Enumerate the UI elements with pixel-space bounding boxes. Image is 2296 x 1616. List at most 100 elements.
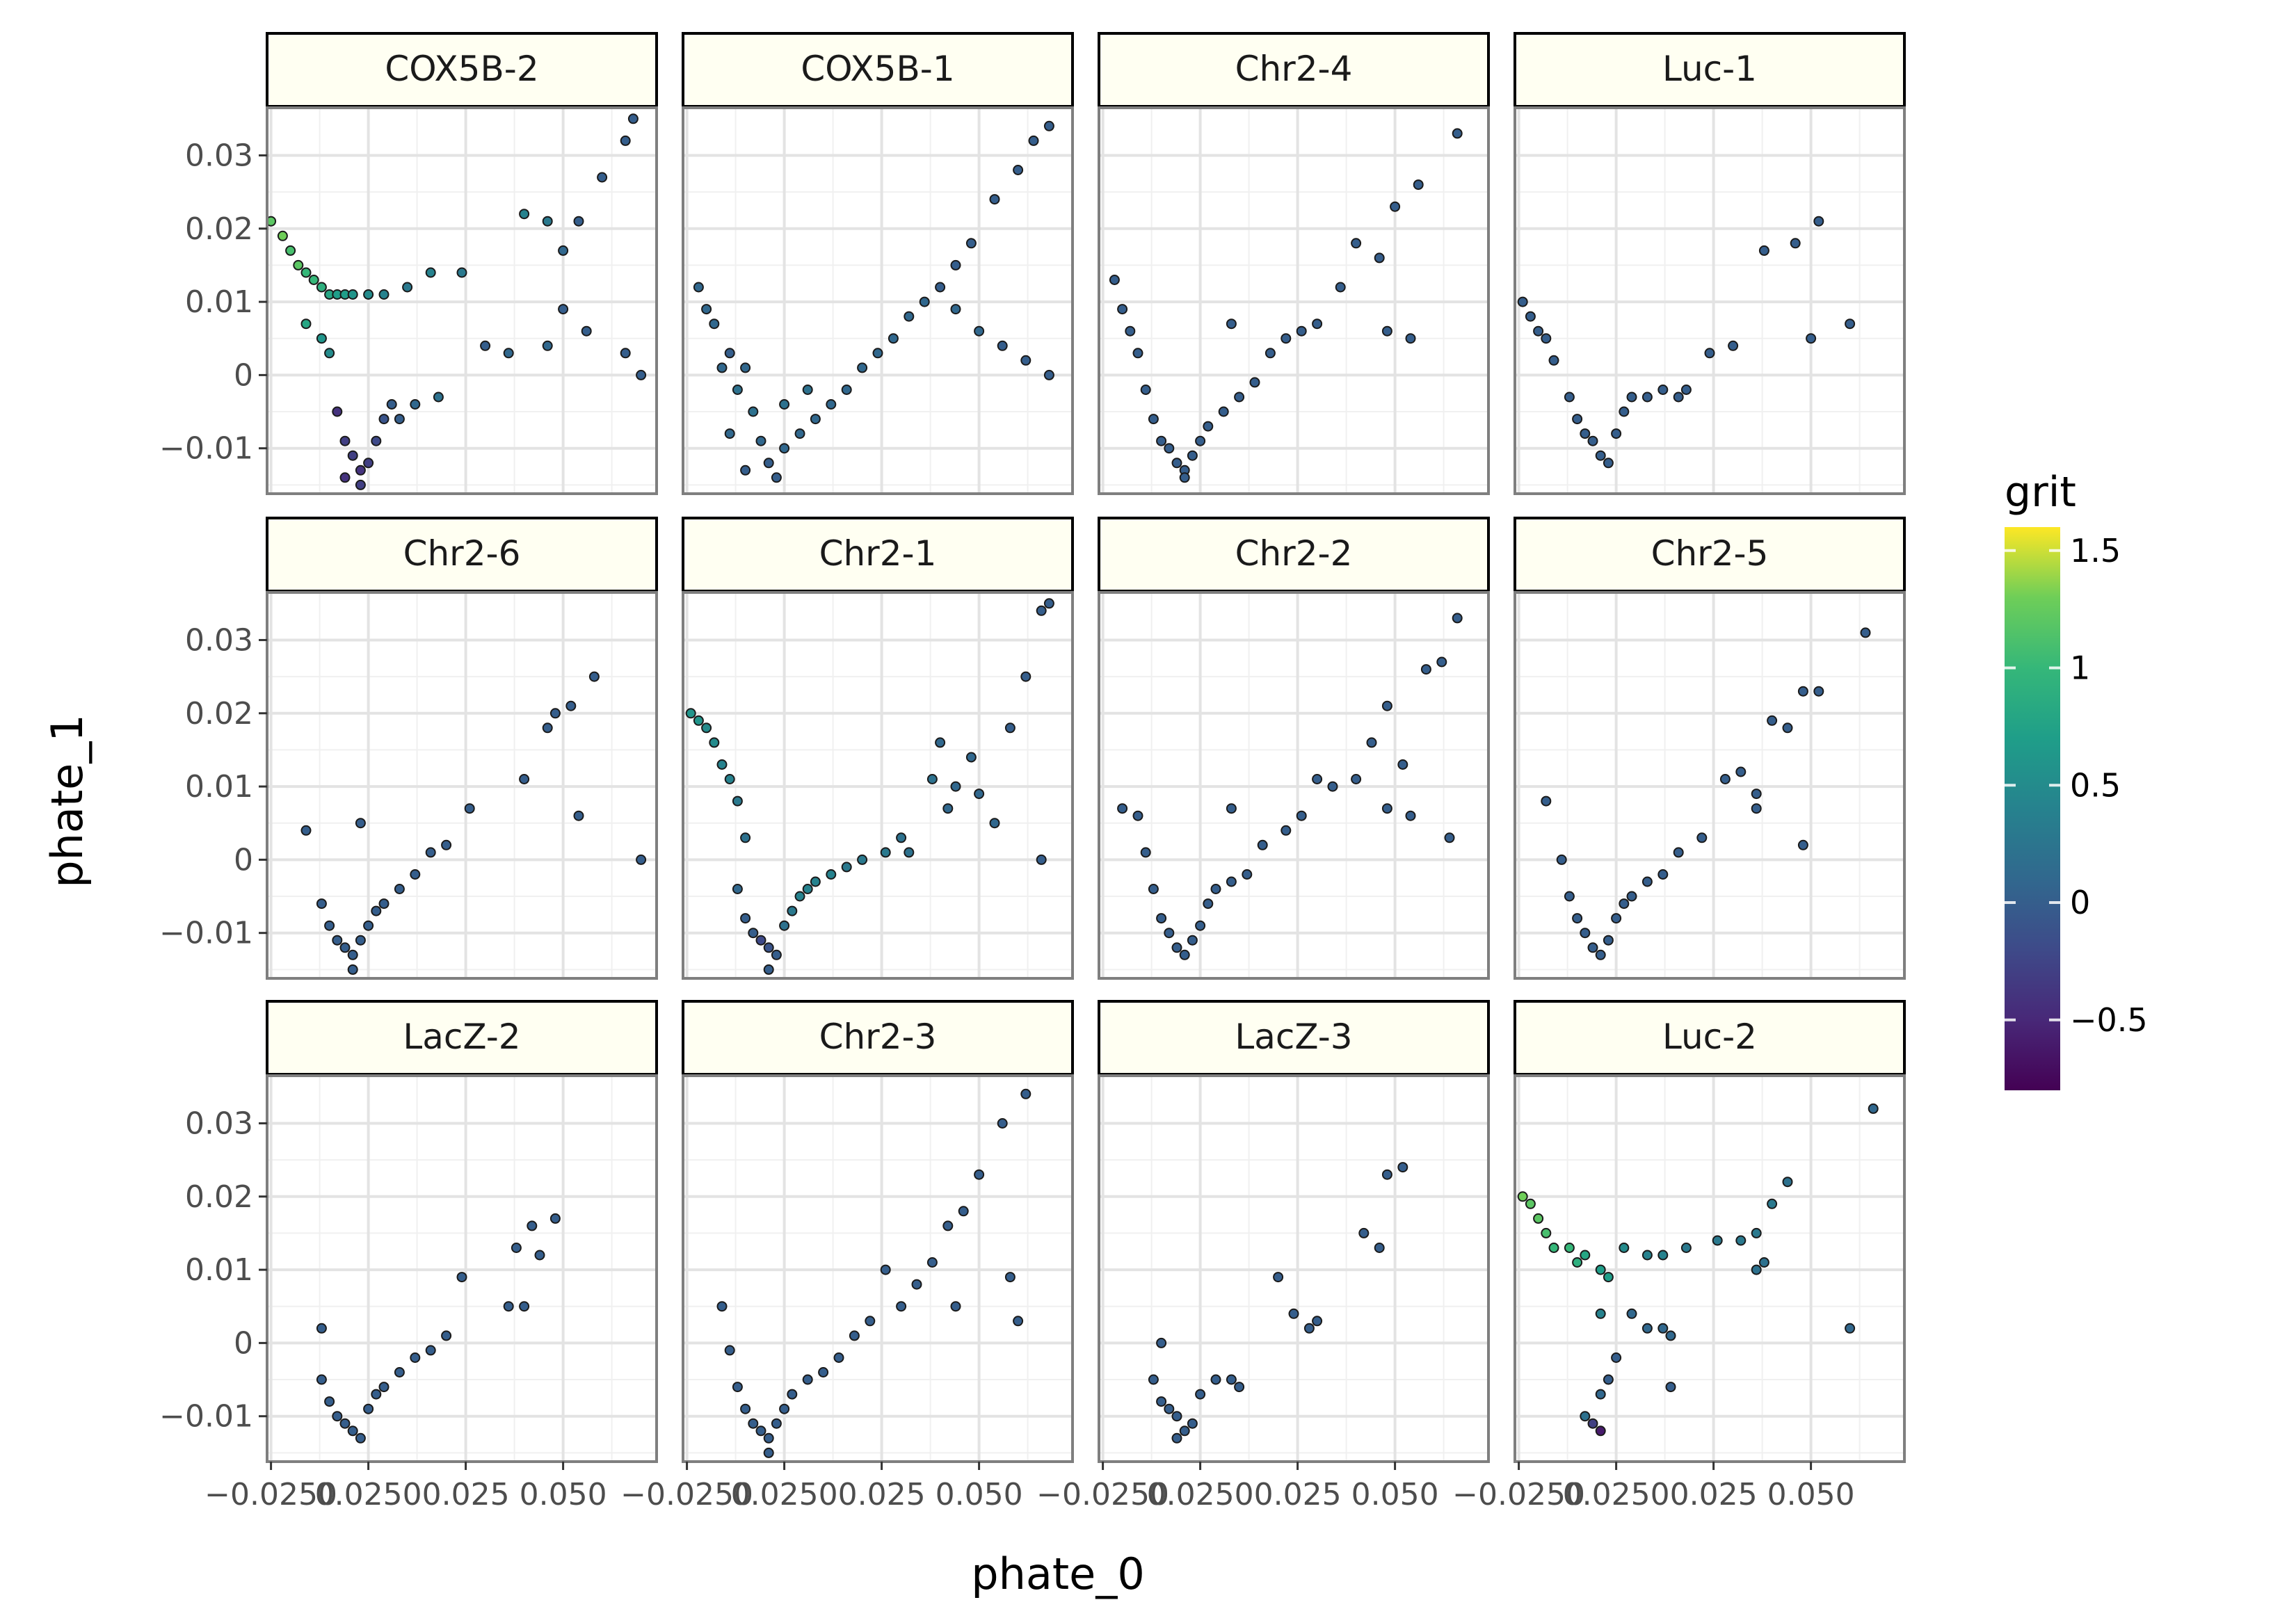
data-point — [581, 325, 592, 337]
data-point — [1187, 935, 1198, 946]
data-point — [1728, 340, 1739, 351]
data-point — [620, 135, 631, 146]
data-point — [904, 311, 915, 322]
data-point — [425, 267, 436, 278]
data-point — [332, 406, 343, 417]
data-point — [1020, 355, 1031, 366]
data-point — [950, 259, 961, 270]
data-point — [1281, 825, 1292, 836]
data-point — [285, 245, 296, 256]
x-tick-label: 0.0250 — [1147, 1477, 1254, 1512]
data-point — [942, 803, 954, 814]
x-tick-label: 0.050 — [936, 1477, 1023, 1512]
data-point — [1758, 1257, 1769, 1268]
data-point — [857, 362, 868, 373]
y-tick-label: 0.01 — [185, 769, 253, 805]
facet-strip — [1098, 32, 1490, 108]
panel-points — [1541, 627, 1871, 960]
data-point — [355, 818, 366, 829]
facet-strip-label: Chr2-3 — [819, 1017, 937, 1057]
data-point — [1257, 839, 1268, 850]
data-point — [573, 810, 584, 821]
data-point — [1156, 1337, 1167, 1348]
data-point — [1517, 1191, 1528, 1202]
data-point — [378, 414, 390, 425]
data-point — [732, 795, 743, 807]
data-point — [748, 406, 759, 417]
data-point — [433, 391, 444, 403]
panel-points — [685, 598, 1054, 975]
data-point — [324, 1396, 335, 1407]
data-point — [1767, 1198, 1778, 1209]
data-point — [1580, 1411, 1591, 1422]
data-point — [1381, 700, 1392, 711]
facet-strip — [1514, 32, 1906, 108]
data-point — [1125, 325, 1136, 337]
data-point — [872, 348, 883, 359]
data-point — [763, 1447, 774, 1458]
data-point — [732, 884, 743, 894]
data-point — [1619, 1243, 1630, 1253]
data-point — [1351, 238, 1362, 249]
data-point — [1782, 1177, 1793, 1188]
data-point — [1187, 1418, 1198, 1429]
data-point — [1673, 847, 1684, 858]
data-point — [974, 325, 985, 337]
facet-strip — [1098, 517, 1490, 592]
data-point — [849, 1330, 860, 1341]
data-point — [1611, 428, 1622, 439]
facet-strip — [1098, 1000, 1490, 1076]
panel-points — [1109, 128, 1463, 483]
y-tick-label: 0.02 — [185, 696, 253, 732]
data-point — [394, 1367, 405, 1377]
panel-border — [682, 591, 1074, 980]
data-point — [942, 1220, 954, 1231]
data-point — [1179, 472, 1190, 483]
data-point — [316, 282, 327, 293]
data-point — [456, 267, 467, 278]
y-tick-label: −0.01 — [159, 916, 253, 951]
data-point — [1657, 385, 1669, 395]
data-point — [386, 399, 397, 410]
facet-strip-label: Luc-2 — [1662, 1017, 1757, 1057]
data-point — [441, 839, 452, 850]
facet-panels: COX5B-2 COX5B-1 Chr2-4 Luc-1 Chr2-6 Chr2-1 Chr… — [266, 32, 1906, 1463]
legend-tick-label: 0.5 — [2070, 766, 2121, 804]
y-tick-label: 0.03 — [185, 622, 253, 658]
data-point — [771, 1418, 782, 1429]
data-point — [1226, 876, 1237, 887]
x-tick-label: −0.0250 — [1452, 1477, 1585, 1512]
data-point — [880, 1264, 891, 1275]
data-point — [779, 399, 790, 410]
data-point — [410, 399, 421, 410]
data-point — [1680, 1243, 1692, 1253]
data-point — [511, 1243, 522, 1253]
x-tick-label: 0.025 — [838, 1477, 926, 1512]
data-point — [300, 267, 312, 278]
data-point — [685, 708, 696, 719]
data-point — [534, 1250, 545, 1261]
data-point — [1210, 884, 1221, 894]
data-point — [724, 1345, 735, 1356]
data-point — [1533, 1213, 1544, 1224]
data-point — [542, 340, 553, 351]
data-point — [1036, 605, 1047, 616]
data-point — [755, 435, 766, 446]
facet-panel-chr2-4: Chr2-4 — [1098, 32, 1490, 495]
facet-strip-label: COX5B-1 — [801, 49, 954, 89]
facet-panel-chr2-5: Chr2-5 — [1514, 517, 1906, 980]
y-tick-label: 0 — [234, 842, 253, 878]
y-tick-label: 0.02 — [185, 1179, 253, 1215]
data-point — [904, 847, 915, 858]
panel-points — [693, 120, 1054, 483]
x-tick-label: 0.050 — [520, 1477, 607, 1512]
facet-strip — [682, 1000, 1074, 1076]
data-point — [1312, 318, 1323, 330]
data-point — [394, 884, 405, 894]
data-point — [1195, 920, 1206, 931]
legend-tick-label: −0.5 — [2070, 1001, 2148, 1039]
data-point — [1751, 789, 1762, 800]
panel-border — [266, 591, 658, 980]
facet-strip-label: LacZ-3 — [1235, 1017, 1352, 1057]
data-point — [1657, 1250, 1669, 1261]
